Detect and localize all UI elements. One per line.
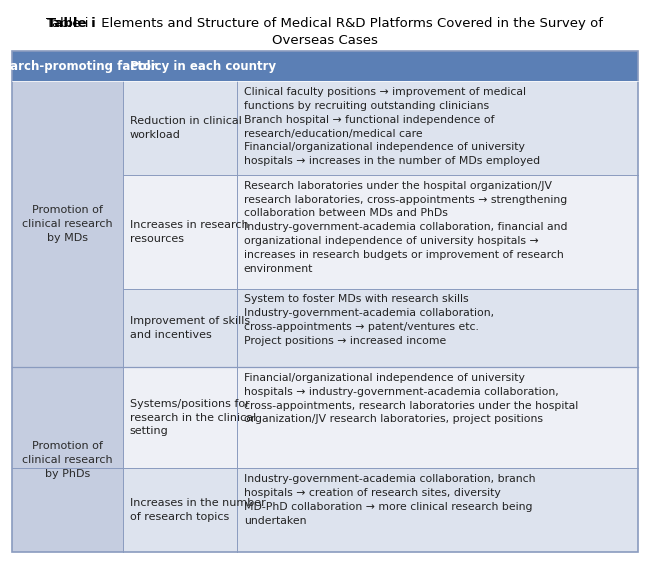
Bar (237, 468, 638, 552)
Text: Promotion of
clinical research
by PhDs: Promotion of clinical research by PhDs (22, 441, 113, 479)
Bar (12, 368, 124, 468)
Bar (12, 175, 124, 289)
Bar (124, 368, 237, 468)
Text: Policy in each country: Policy in each country (130, 60, 276, 72)
Bar (124, 289, 237, 368)
Bar (237, 289, 638, 368)
Text: Table i: Table i (47, 17, 96, 30)
Text: Improvement of skills
and incentives: Improvement of skills and incentives (130, 316, 250, 340)
Text: Clinical faculty positions → improvement of medical
functions by recruiting outs: Clinical faculty positions → improvement… (244, 87, 540, 166)
Text: Promotion of
clinical research
by MDs: Promotion of clinical research by MDs (22, 205, 113, 243)
Bar (124, 175, 237, 289)
Bar (237, 81, 638, 175)
Bar (237, 175, 638, 289)
Text: Systems/positions for
research in the clinical
setting: Systems/positions for research in the cl… (130, 399, 256, 437)
Bar (12, 289, 124, 368)
Text: Financial/organizational independence of university
hospitals → industry-governm: Financial/organizational independence of… (244, 373, 578, 424)
Text: Overseas Cases: Overseas Cases (272, 34, 378, 47)
Bar (12, 468, 124, 552)
Bar (12, 81, 124, 175)
Text: Industry-government-academia collaboration, branch
hospitals → creation of resea: Industry-government-academia collaborati… (244, 474, 536, 525)
Text: System to foster MDs with research skills
Industry-government-academia collabora: System to foster MDs with research skill… (244, 294, 494, 346)
Bar (12, 51, 638, 552)
Text: Increases in the number
of research topics: Increases in the number of research topi… (130, 498, 265, 522)
Bar (124, 468, 237, 552)
Bar (124, 81, 237, 175)
Text: Research laboratories under the hospital organization/JV
research laboratories, : Research laboratories under the hospital… (244, 181, 567, 274)
Text: Table i   Elements and Structure of Medical R&D Platforms Covered in the Survey : Table i Elements and Structure of Medica… (47, 17, 603, 30)
Text: Reduction in clinical
workload: Reduction in clinical workload (130, 116, 242, 140)
Text: Research-promoting factor: Research-promoting factor (0, 60, 157, 72)
Bar (12, 51, 638, 81)
Bar (237, 368, 638, 468)
Text: Increases in research
resources: Increases in research resources (130, 220, 248, 244)
